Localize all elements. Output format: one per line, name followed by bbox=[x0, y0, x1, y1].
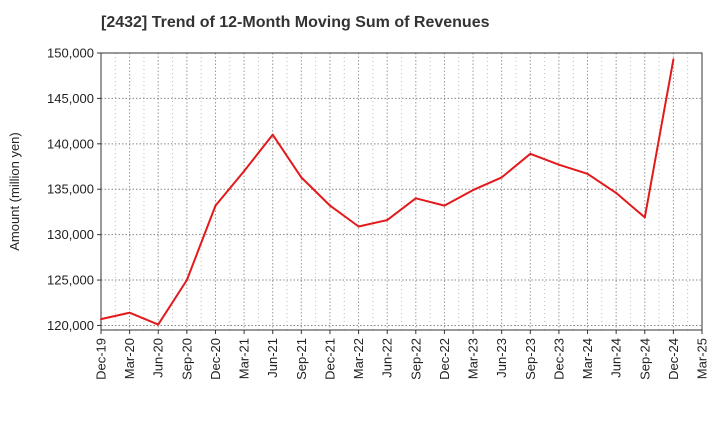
data-point bbox=[300, 176, 303, 179]
data-point bbox=[615, 191, 618, 194]
y-tick-label: 145,000 bbox=[47, 91, 94, 106]
data-point bbox=[357, 225, 360, 228]
plot-area bbox=[101, 53, 702, 330]
x-tick-label: Dec-21 bbox=[322, 338, 337, 380]
data-point bbox=[414, 197, 417, 200]
data-point bbox=[586, 172, 589, 175]
y-tick-label: 125,000 bbox=[47, 273, 94, 288]
x-tick-label: Dec-24 bbox=[666, 338, 681, 380]
x-tick-label: Sep-22 bbox=[408, 338, 423, 380]
series-layer bbox=[100, 58, 675, 326]
data-point bbox=[443, 204, 446, 207]
x-tick-label: Dec-19 bbox=[94, 338, 109, 380]
data-point bbox=[157, 323, 160, 326]
x-tick-label: Sep-23 bbox=[523, 338, 538, 380]
y-tick-label: 120,000 bbox=[47, 318, 94, 333]
x-tick-label: Dec-22 bbox=[437, 338, 452, 380]
x-tick-label: Sep-21 bbox=[294, 338, 309, 380]
x-tick-label: Dec-23 bbox=[551, 338, 566, 380]
x-tick-label: Jun-22 bbox=[380, 338, 395, 378]
x-tick-label: Mar-20 bbox=[122, 338, 137, 379]
data-point bbox=[214, 204, 217, 207]
data-point bbox=[243, 170, 246, 173]
data-point bbox=[328, 204, 331, 207]
tick-labels: 120,000 125,000 130,000 135,000 140,000 145,0… bbox=[7, 46, 710, 380]
y-tick-label: 135,000 bbox=[47, 182, 94, 197]
data-point bbox=[185, 279, 188, 282]
chart-title: [2432] Trend of 12-Month Moving Sum of R… bbox=[101, 14, 490, 31]
x-tick-label: Dec-20 bbox=[208, 338, 223, 380]
data-point bbox=[271, 133, 274, 136]
y-axis-label: Amount (million yen) bbox=[7, 132, 22, 251]
x-tick-label: Mar-23 bbox=[466, 338, 481, 379]
x-tick-label: Mar-24 bbox=[580, 338, 595, 379]
data-point bbox=[100, 318, 102, 321]
data-point bbox=[643, 216, 646, 219]
x-tick-label: Sep-24 bbox=[637, 338, 652, 380]
plot-border bbox=[100, 52, 703, 331]
x-tick-label: Jun-24 bbox=[609, 338, 624, 378]
data-point bbox=[386, 219, 389, 222]
y-tick-label: 140,000 bbox=[47, 136, 94, 151]
data-point bbox=[472, 189, 475, 192]
x-tick-label: Sep-20 bbox=[179, 338, 194, 380]
data-point bbox=[500, 176, 503, 179]
y-tick-label: 130,000 bbox=[47, 227, 94, 242]
data-point bbox=[529, 152, 532, 155]
axes bbox=[97, 52, 703, 334]
grid-lines bbox=[101, 52, 702, 330]
x-tick-label: Jun-20 bbox=[151, 338, 166, 378]
data-point bbox=[672, 58, 675, 61]
y-tick-label: 150,000 bbox=[47, 46, 94, 61]
x-tick-label: Jun-21 bbox=[265, 338, 280, 378]
data-point bbox=[128, 311, 131, 314]
x-tick-label: Mar-21 bbox=[237, 338, 252, 379]
x-tick-label: Mar-22 bbox=[351, 338, 366, 379]
x-tick-label: Jun-23 bbox=[494, 338, 509, 378]
x-tick-label: Mar-25 bbox=[695, 338, 710, 379]
data-point bbox=[557, 163, 560, 166]
